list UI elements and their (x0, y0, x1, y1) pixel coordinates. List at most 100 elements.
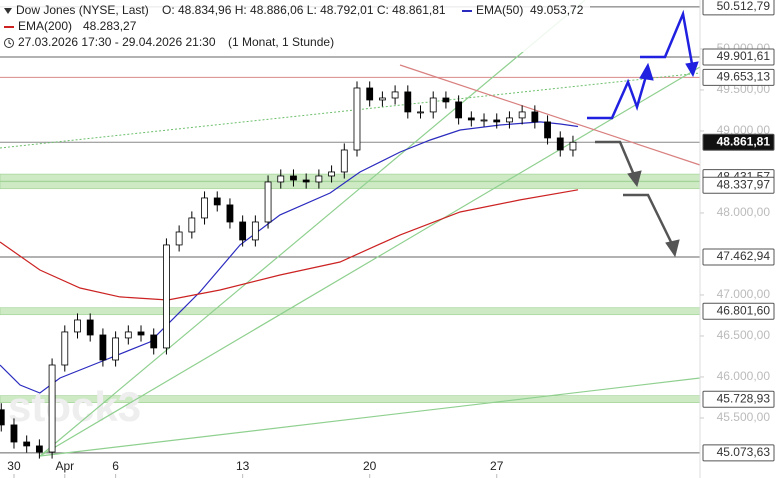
level-label: 49.653,13 (717, 70, 771, 84)
candle-body (124, 331, 132, 339)
level-label-box (702, 248, 775, 266)
candle-body (226, 204, 234, 223)
x-tick-label: 27 (490, 459, 504, 473)
legend-value: 49.053,72 (530, 3, 584, 17)
candle-body (48, 364, 56, 453)
candle-body (277, 175, 285, 183)
candle-body (417, 111, 424, 114)
instrument: Dow Jones (NYSE, Last) (16, 3, 149, 17)
candle-body (0, 409, 5, 426)
candle-body (99, 334, 107, 361)
candle-body (353, 87, 361, 151)
legend-label: EMA(50) (476, 3, 523, 17)
candle-body (213, 197, 221, 206)
level-label-box (702, 444, 775, 462)
x-tick-label: 13 (236, 459, 250, 473)
legend-value: 48.283,27 (83, 19, 137, 33)
level-label: 47.462,94 (717, 249, 771, 263)
level-label-box (702, 302, 775, 320)
arrow-head (639, 62, 654, 81)
ohlc: O: 48.834,96 H: 48.886,06 L: 48.792,01 C… (162, 3, 446, 17)
dropdown-icon (4, 8, 12, 14)
candle-body (74, 319, 81, 333)
y-tick-label: 45.500,00 (717, 410, 771, 424)
level-label-box (702, 133, 775, 151)
y-tick-label: 46.500,00 (717, 328, 771, 342)
level-label: 45.728,93 (717, 391, 771, 405)
candle-body (493, 119, 501, 123)
trend-line (39, 377, 701, 457)
level-band (0, 173, 701, 182)
candle-body (556, 137, 564, 151)
trend-line (39, 66, 701, 457)
candle-body (404, 91, 412, 113)
candle-body (378, 97, 386, 101)
candle-body (506, 117, 513, 123)
candle-body (544, 121, 551, 139)
y-tick-label: 46.000,00 (717, 369, 771, 383)
level-label: 45.073,63 (717, 445, 771, 459)
candle-body (328, 171, 335, 177)
candle-body (188, 217, 196, 233)
x-tick-label: 6 (112, 459, 119, 473)
level-label-box (702, 0, 775, 16)
arrow (587, 75, 648, 120)
candle-body (391, 91, 399, 99)
candle-body (10, 424, 18, 443)
candle-body (86, 319, 94, 336)
level-label: 48.861,81 (717, 134, 771, 148)
level-label: 48.337,97 (717, 177, 771, 191)
data-layer (0, 81, 579, 459)
candle-body (518, 111, 526, 119)
scenario-arrows (587, 9, 699, 258)
level-label: 49.901,61 (717, 49, 771, 63)
trend-line (0, 72, 701, 149)
candle-body (112, 337, 120, 361)
watermark: stock3 (8, 383, 141, 430)
arrow (623, 193, 674, 245)
candle-body (23, 441, 31, 447)
level-label: 50.512,79 (717, 0, 771, 13)
arrow-head (685, 61, 699, 78)
level-label-box (702, 48, 775, 66)
interval: (1 Monat, 1 Stunde) (228, 35, 334, 49)
trend-line (39, 0, 586, 457)
arrow (640, 9, 694, 65)
ema-line (0, 189, 579, 301)
clock-icon (4, 38, 14, 48)
candle-body (569, 141, 577, 151)
candle-body (163, 244, 170, 349)
x-tick-label: 30 (7, 459, 21, 473)
candle-body (531, 111, 539, 123)
y-tick-label: 49.000,00 (717, 123, 771, 137)
candle-body (467, 117, 475, 121)
candle-body (455, 101, 463, 119)
ema-line (0, 121, 579, 394)
header-bg (0, 0, 590, 52)
level-band (0, 181, 701, 190)
x-tick-label: Apr (55, 459, 74, 473)
candle-body (302, 179, 310, 183)
candle-body (340, 149, 348, 173)
arrow-head (627, 170, 642, 188)
level-band (0, 307, 701, 316)
candle-body (264, 181, 272, 223)
arrow-head (665, 239, 680, 258)
level-label-box (702, 176, 775, 194)
x-tick-label: 20 (363, 459, 377, 473)
candle-body (239, 221, 247, 241)
arrow (595, 140, 636, 176)
trend-line (399, 64, 701, 166)
y-tick-label: 47.000,00 (717, 287, 771, 301)
candle-body (201, 197, 208, 219)
y-tick-label: 48.000,00 (717, 205, 771, 219)
candle-body (251, 221, 259, 241)
candle-body (290, 175, 297, 181)
period: 27.03.2026 17:30 - 29.04.2026 21:30 (18, 35, 216, 49)
candle-body (480, 119, 488, 122)
level-label-box (702, 390, 775, 408)
candle-body (175, 231, 183, 246)
clock-icon (8, 40, 12, 45)
candle-body (366, 87, 374, 101)
